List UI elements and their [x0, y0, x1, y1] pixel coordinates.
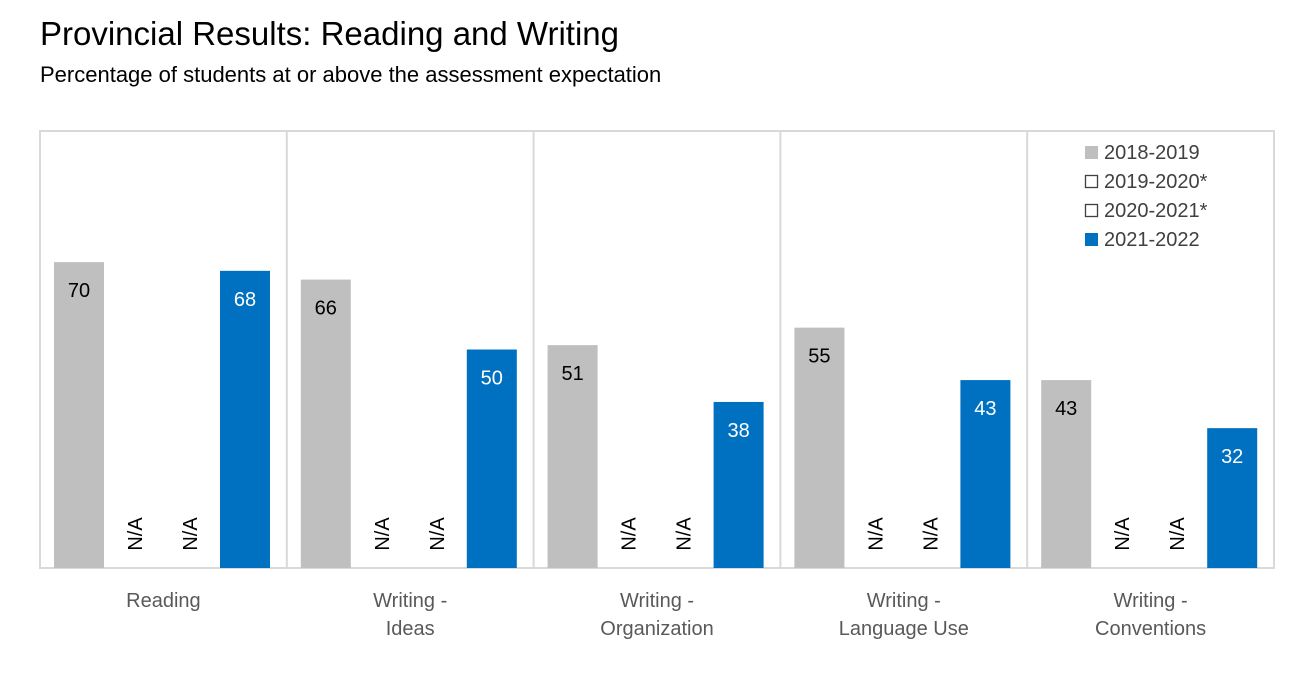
bar-2021-2022-3 [960, 380, 1011, 568]
data-label: 55 [808, 346, 830, 368]
category-label: Organization [600, 618, 713, 640]
data-label: 50 [481, 368, 503, 390]
data-labels: 70 N/A N/A 68 66 N/A N/A 50 51 N/A N/A 38 55 N/A N/A 43… [68, 280, 1243, 551]
bar-2018-2019-4 [1041, 380, 1092, 568]
chart-bars [54, 262, 1258, 568]
data-label: 68 [234, 289, 256, 311]
legend-label: 2018-2019 [1104, 142, 1200, 164]
category-labels: Reading Writing - Ideas Writing - Organizati… [126, 590, 1206, 640]
chart-panels [39, 130, 1275, 569]
na-label: N/A [1112, 517, 1134, 551]
bar-2021-2022-2 [713, 401, 764, 568]
na-label: N/A [619, 517, 641, 551]
legend-swatch [1085, 233, 1098, 246]
bar-2018-2019-0 [54, 262, 104, 568]
legend: 2018-2019 2019-2020* 2020-2021* 2021-2022 [1084, 142, 1208, 251]
data-label: 66 [315, 298, 337, 320]
na-label: N/A [180, 517, 202, 551]
chart-subtitle: Percentage of students at or above the a… [40, 62, 662, 87]
category-label: Ideas [386, 618, 435, 640]
category-label: Writing - [373, 590, 447, 612]
bar-2021-2022-4 [1207, 428, 1258, 568]
na-label: N/A [125, 517, 147, 551]
bar-2018-2019-2 [547, 345, 598, 568]
category-label: Reading [126, 590, 201, 612]
data-label: 38 [727, 420, 749, 442]
data-label: 51 [561, 363, 583, 385]
category-label: Language Use [839, 618, 969, 640]
data-label: 32 [1221, 446, 1243, 468]
legend-swatch [1084, 174, 1099, 189]
legend-label: 2019-2020* [1104, 171, 1208, 193]
bar-2021-2022-0 [220, 270, 270, 568]
plot-frame [39, 130, 1275, 569]
na-label: N/A [1167, 517, 1189, 551]
category-label: Writing - [1114, 590, 1188, 612]
legend-swatch [1084, 203, 1099, 218]
data-label: 70 [68, 280, 90, 302]
na-label: N/A [920, 517, 942, 551]
bar-2018-2019-3 [794, 327, 845, 568]
category-label: Writing - [867, 590, 941, 612]
legend-swatch [1085, 146, 1098, 159]
category-label: Writing - [620, 590, 694, 612]
na-label: N/A [865, 517, 887, 551]
bar-2021-2022-1 [466, 349, 517, 568]
category-label: Conventions [1095, 618, 1206, 640]
chart-title: Provincial Results: Reading and Writing [40, 15, 619, 52]
na-label: N/A [674, 517, 696, 551]
na-label: N/A [427, 517, 449, 551]
na-label: N/A [372, 517, 394, 551]
data-label: 43 [1055, 398, 1077, 420]
legend-label: 2020-2021* [1104, 200, 1208, 222]
legend-label: 2021-2022 [1104, 229, 1200, 251]
bar-2018-2019-1 [300, 279, 351, 568]
data-label: 43 [974, 398, 996, 420]
